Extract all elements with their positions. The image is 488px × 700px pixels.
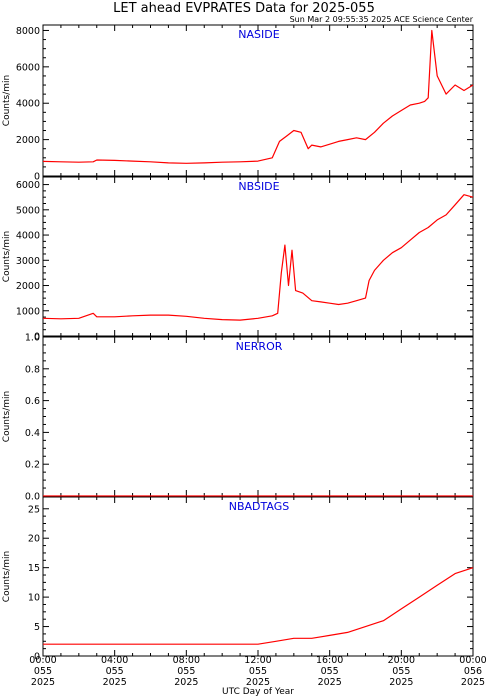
panel-frame [42,496,474,657]
y-tick-label: 0 [34,172,40,183]
x-tick-label: 00:00 [459,655,486,666]
x-tick-label: 056 [464,666,482,677]
y-axis-label: Counts/min [2,75,12,126]
panel-label: NASIDE [238,28,279,41]
panel-frame [42,24,474,177]
x-tick-label: 055 [177,666,195,677]
panel-label: NBADTAGS [229,500,289,513]
x-tick-label: 16:00 [316,655,343,666]
y-axis-label: Counts/min [2,391,12,442]
y-tick-label: 4000 [16,99,40,110]
x-tick-label: 00:00 [29,655,56,666]
y-tick-label: 15 [28,563,40,574]
y-tick-label: 8000 [16,26,40,37]
x-tick-label: 2025 [31,677,55,688]
series-line [43,567,474,645]
panel-frame [42,176,474,337]
chart-subtitle: Sun Mar 2 09:55:35 2025 ACE Science Cent… [290,15,474,24]
y-tick-label: 0.6 [25,396,40,407]
y-tick-label: 5 [34,622,40,633]
x-tick-label: 2025 [461,677,485,688]
y-tick-label: 0.8 [25,364,40,375]
y-tick-label: 1000 [16,306,40,317]
x-axis: 00:00055202504:00055202508:00055202512:0… [29,655,486,688]
x-tick-label: 12:00 [244,655,271,666]
x-tick-label: 2025 [318,677,342,688]
x-axis-title: UTC Day of Year [222,687,294,697]
x-tick-label: 04:00 [101,655,128,666]
x-tick-label: 2025 [389,677,413,688]
chart-title: LET ahead EVPRATES Data for 2025-055 [113,1,375,16]
x-tick-label: 055 [249,666,267,677]
panels: 0 2000 4000 6000 8000 Counts/min NASIDE 0 1000 20… [2,24,474,663]
x-tick-label: 055 [392,666,410,677]
panel-naside: 0 2000 4000 6000 8000 Counts/min NASIDE [2,24,474,183]
y-tick-label: 2000 [16,281,40,292]
y-tick-label: 0 [34,332,40,343]
panel-nbside: 0 1000 2000 3000 4000 5000 6000 Counts/min NBSID… [2,176,474,343]
y-tick-label: 1.0 [25,333,40,344]
y-tick-label: 0.4 [25,428,40,439]
y-tick-label: 4000 [16,231,40,242]
y-axis-label: Counts/min [2,231,12,282]
series-line [42,194,474,321]
y-tick-label: 25 [28,504,40,515]
panel-label: NBSIDE [238,180,279,193]
x-tick-label: 2025 [246,677,270,688]
y-tick-label: 20 [28,534,40,545]
x-tick-label: 20:00 [388,655,415,666]
y-tick-label: 0.2 [25,460,40,471]
panel-nerror: 0.0 0.2 0.4 0.6 0.8 1.0 Counts/min NERROR [2,333,474,503]
x-tick-label: 055 [106,666,124,677]
y-tick-label: 3000 [16,256,40,267]
panel-frame [42,336,474,497]
x-tick-label: 08:00 [173,655,200,666]
y-tick-label: 6000 [16,180,40,191]
panel-label: NERROR [236,340,283,353]
panel-nbadtags: 0 5 10 15 20 25 Counts/min NBADTAGS [2,496,474,663]
y-tick-label: 5000 [16,205,40,216]
x-tick-label: 055 [321,666,339,677]
y-tick-label: 2000 [16,135,40,146]
y-tick-label: 0.0 [25,492,40,503]
y-tick-label: 10 [28,593,40,604]
y-tick-label: 6000 [16,62,40,73]
y-tick-label: 0 [34,652,40,663]
x-tick-label: 055 [34,666,52,677]
y-axis-label: Counts/min [2,551,12,602]
x-tick-label: 2025 [103,677,127,688]
series-line [42,29,474,164]
x-tick-label: 2025 [174,677,198,688]
